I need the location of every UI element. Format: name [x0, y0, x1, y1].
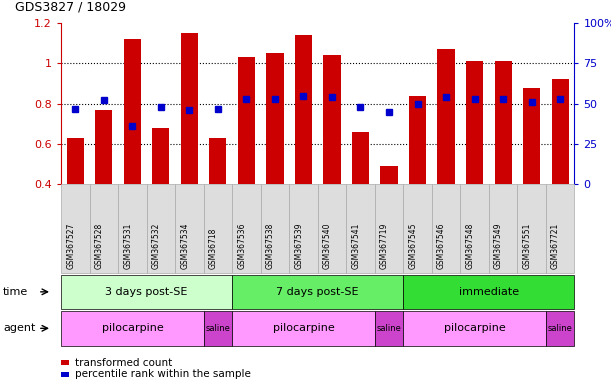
Bar: [523, 88, 540, 184]
Text: GSM367527: GSM367527: [67, 222, 75, 269]
Bar: [409, 96, 426, 184]
Bar: [437, 49, 455, 184]
Text: GSM367549: GSM367549: [494, 222, 503, 269]
Text: 7 days post-SE: 7 days post-SE: [276, 287, 359, 297]
Text: percentile rank within the sample: percentile rank within the sample: [75, 369, 251, 379]
Bar: [181, 33, 198, 184]
Bar: [295, 35, 312, 184]
Text: pilocarpine: pilocarpine: [101, 323, 163, 333]
Text: saline: saline: [205, 324, 230, 333]
Bar: [210, 138, 227, 184]
Bar: [381, 166, 398, 184]
Bar: [352, 132, 369, 184]
Bar: [95, 110, 112, 184]
Text: GSM367551: GSM367551: [522, 222, 532, 269]
Text: GDS3827 / 18029: GDS3827 / 18029: [15, 0, 126, 13]
Text: GSM367548: GSM367548: [466, 222, 475, 269]
Text: 3 days post-SE: 3 days post-SE: [106, 287, 188, 297]
Text: GSM367719: GSM367719: [380, 222, 389, 269]
Text: GSM367536: GSM367536: [238, 222, 246, 269]
Text: time: time: [3, 287, 28, 297]
Text: agent: agent: [3, 323, 35, 333]
Text: GSM367538: GSM367538: [266, 222, 275, 269]
Text: pilocarpine: pilocarpine: [444, 323, 505, 333]
Bar: [494, 61, 511, 184]
Bar: [323, 55, 340, 184]
Text: GSM367545: GSM367545: [409, 222, 417, 269]
Bar: [266, 53, 284, 184]
Bar: [466, 61, 483, 184]
Text: saline: saline: [547, 324, 573, 333]
Text: GSM367541: GSM367541: [351, 222, 360, 269]
Text: GSM367540: GSM367540: [323, 222, 332, 269]
Bar: [67, 138, 84, 184]
Text: immediate: immediate: [459, 287, 519, 297]
Text: GSM367546: GSM367546: [437, 222, 446, 269]
Text: GSM367531: GSM367531: [123, 222, 133, 269]
Text: pilocarpine: pilocarpine: [273, 323, 334, 333]
Text: GSM367721: GSM367721: [551, 223, 560, 269]
Bar: [152, 128, 169, 184]
Text: GSM36718: GSM36718: [209, 227, 218, 269]
Bar: [552, 79, 569, 184]
Bar: [238, 57, 255, 184]
Text: GSM367532: GSM367532: [152, 222, 161, 269]
Text: transformed count: transformed count: [75, 358, 172, 368]
Text: GSM367539: GSM367539: [295, 222, 304, 269]
Bar: [124, 39, 141, 184]
Text: GSM367528: GSM367528: [95, 223, 104, 269]
Text: saline: saline: [376, 324, 401, 333]
Text: GSM367534: GSM367534: [180, 222, 189, 269]
